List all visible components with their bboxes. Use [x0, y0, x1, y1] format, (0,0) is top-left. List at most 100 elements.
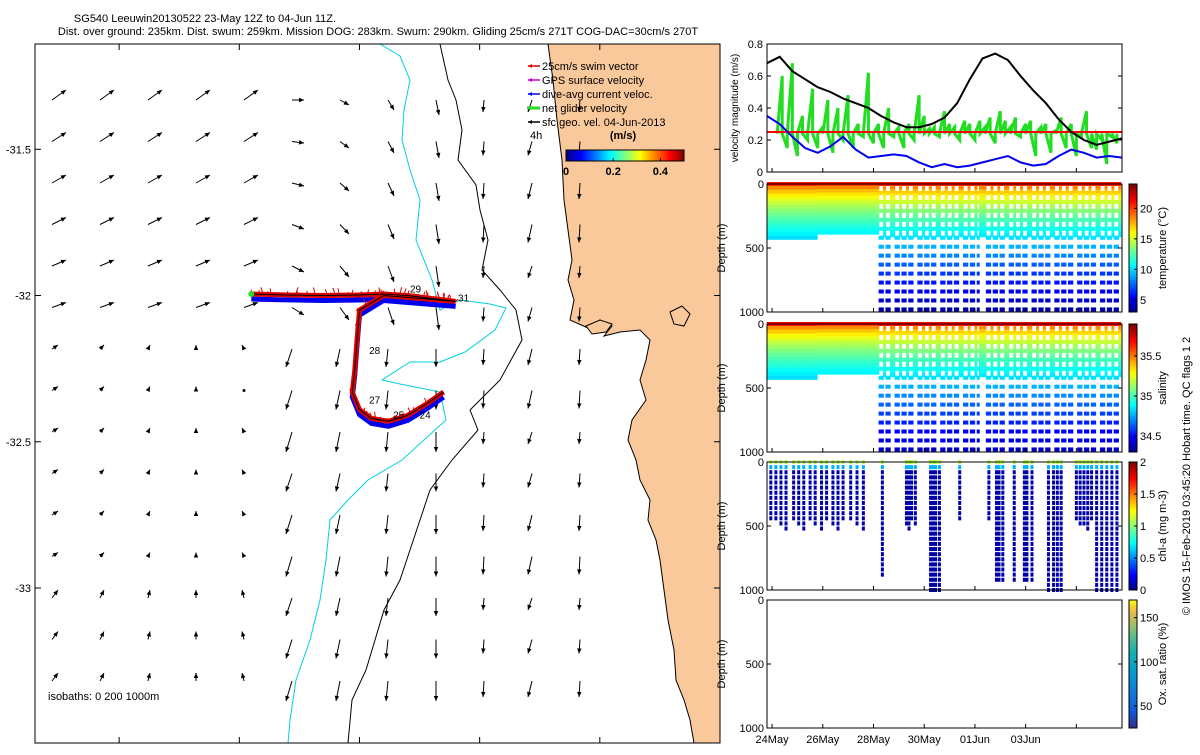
temperature-sample: [1011, 272, 1014, 276]
temperature-sample: [888, 290, 891, 294]
temperature-sample: [1057, 281, 1060, 285]
salinity-sample: [949, 430, 952, 434]
temperature-sample: [1002, 281, 1005, 285]
salinity-sample: [1063, 385, 1066, 389]
temperature-sample: [888, 254, 891, 258]
temperature-sample: [1066, 204, 1069, 208]
salinity-sample: [988, 385, 991, 389]
temperature-sample: [1093, 281, 1096, 285]
salinity-sample: [920, 430, 923, 434]
salinity-sample: [1011, 421, 1014, 425]
salinity-sample: [911, 430, 914, 434]
temperature-sample: [1025, 245, 1028, 249]
salinity-sample: [899, 326, 902, 330]
salinity-sample: [1036, 326, 1039, 330]
temperature-sample: [1102, 281, 1105, 285]
salinity-sample: [1043, 362, 1046, 366]
temperature-sample: [1102, 245, 1105, 249]
temperature-sample: [952, 222, 955, 226]
salinity-sample: [961, 326, 964, 330]
temperature-sample: [1066, 222, 1069, 226]
temperature-sample: [968, 204, 971, 208]
temperature-sample: [897, 281, 900, 285]
temperature-sample: [956, 245, 959, 249]
salinity-sample: [997, 362, 1000, 366]
salinity-sample: [988, 412, 991, 416]
salinity-sample: [927, 438, 930, 442]
salinity-sample: [904, 403, 907, 407]
salinity-sample: [1034, 412, 1037, 416]
legend-label: sfc geo. vel. 04-Jun-2013: [542, 117, 666, 129]
salinity-sample: [1020, 326, 1023, 330]
salinity-sample: [1018, 430, 1021, 434]
temperature-sample: [1070, 290, 1073, 294]
temperature-sample: [1063, 281, 1066, 285]
salinity-sample: [988, 430, 991, 434]
temperature-sample: [1002, 254, 1005, 258]
salinity-sample: [1036, 362, 1039, 366]
temperature-sample: [1109, 290, 1112, 294]
temperature-sample: [1036, 204, 1039, 208]
temperature-sample: [927, 298, 930, 302]
salinity-sample: [933, 430, 936, 434]
temperature-colorbar-tick-label: 10: [1140, 264, 1152, 276]
salinity-sample: [929, 362, 932, 366]
salinity-sample: [1079, 421, 1082, 425]
salinity-sample: [972, 394, 975, 398]
salinity-sample: [1002, 447, 1005, 451]
temperature-sample: [1098, 222, 1101, 226]
salinity-sample: [1070, 394, 1073, 398]
salinity-sample: [995, 421, 998, 425]
day-label: 31: [458, 293, 470, 304]
temperature-sample: [911, 254, 914, 258]
salinity-sample: [933, 412, 936, 416]
salinity-sample: [1057, 430, 1060, 434]
temperature-sample: [876, 231, 879, 235]
temperature-sample: [1070, 245, 1073, 249]
temperature-sample: [995, 245, 998, 249]
temperature-sample: [1036, 186, 1039, 190]
temperature-sample: [1102, 272, 1105, 276]
temperature-sample: [972, 263, 975, 267]
temperature-sample: [938, 222, 941, 226]
salinity-sample: [933, 421, 936, 425]
temperature-sample: [1059, 186, 1062, 190]
temperature-sample: [1116, 272, 1119, 276]
salinity-sample: [904, 385, 907, 389]
salinity-sample: [990, 362, 993, 366]
temperature-sample: [977, 263, 980, 267]
salinity-sample: [1075, 326, 1078, 330]
salinity-sample: [927, 412, 930, 416]
temperature-sample: [1102, 307, 1105, 311]
temperature-sample: [933, 254, 936, 258]
swim-whisker: [436, 295, 437, 299]
salinity-sample: [977, 412, 980, 416]
temperature-sample: [1034, 298, 1037, 302]
salinity-sample: [883, 362, 886, 366]
temperature-sample: [965, 307, 968, 311]
temperature-ylabel: Depth (m): [716, 224, 728, 273]
temperature-sample: [929, 186, 932, 190]
temperature-sample: [945, 204, 948, 208]
temperature-sample: [1079, 263, 1082, 267]
salinity-sample: [881, 421, 884, 425]
temperature-sample: [881, 272, 884, 276]
temperature-sample: [949, 245, 952, 249]
temperature-sample: [1118, 222, 1121, 226]
temperature-sample: [1020, 204, 1023, 208]
salinity-sample: [988, 394, 991, 398]
temperature-sample: [1041, 281, 1044, 285]
salinity-sample: [988, 421, 991, 425]
salinity-sample: [1029, 362, 1032, 366]
temperature-sample: [945, 222, 948, 226]
temperature-sample: [1063, 272, 1066, 276]
temperature-sample: [1118, 204, 1121, 208]
map-ytick-label: -32: [15, 291, 31, 303]
salinity-sample: [876, 371, 879, 375]
temperature-sample: [961, 222, 964, 226]
salinity-sample: [938, 344, 941, 348]
sfc-vel-arrow: [243, 389, 246, 392]
temperature-sample: [888, 307, 891, 311]
salinity-sample: [1025, 421, 1028, 425]
